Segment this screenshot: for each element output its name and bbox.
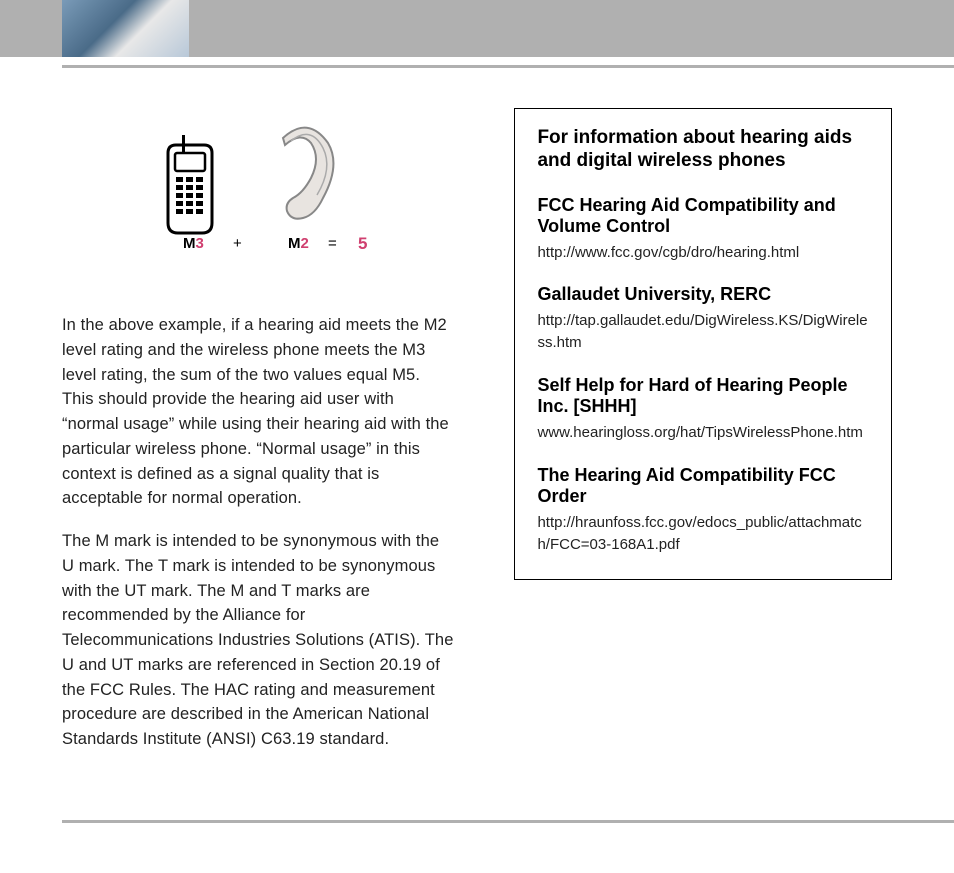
resource-title: Self Help for Hard of Hearing People Inc… (537, 375, 869, 418)
header-thumbnail-image (62, 0, 189, 57)
paragraph-1: In the above example, if a hearing aid m… (62, 313, 454, 511)
resource-url: http://tap.gallaudet.edu/DigWireless.KS/… (537, 310, 869, 355)
phone-rating-prefix: M3 (183, 235, 204, 252)
resource-item: Self Help for Hard of Hearing People Inc… (537, 375, 869, 445)
left-column: M3 + M2 = 5 In the above example, if a h… (62, 108, 454, 770)
paragraph-2: The M mark is intended to be synonymous … (62, 529, 454, 752)
info-box-title: For information about hearing aids and d… (537, 127, 869, 173)
rating-diagram: M3 + M2 = 5 (62, 108, 454, 263)
resource-title: FCC Hearing Aid Compatibility and Volume… (537, 195, 869, 238)
right-column: For information about hearing aids and d… (514, 108, 892, 770)
resource-title: Gallaudet University, RERC (537, 284, 869, 306)
equals-operator: = (328, 235, 337, 252)
resource-url: http://hraunfoss.fcc.gov/edocs_public/at… (537, 512, 869, 557)
aid-rating-prefix: M2 (288, 235, 309, 252)
content-columns: M3 + M2 = 5 In the above example, if a h… (0, 68, 892, 770)
rating-sum-result: 5 (358, 234, 367, 253)
header-bar (0, 0, 954, 57)
resource-url: http://www.fcc.gov/cgb/dro/hearing.html (537, 242, 869, 265)
resource-item: FCC Hearing Aid Compatibility and Volume… (537, 195, 869, 265)
info-box: For information about hearing aids and d… (514, 108, 892, 580)
resource-title: The Hearing Aid Compatibility FCC Order (537, 465, 869, 508)
plus-operator: + (233, 235, 242, 252)
resource-item: The Hearing Aid Compatibility FCC Order … (537, 465, 869, 557)
resource-item: Gallaudet University, RERC http://tap.ga… (537, 284, 869, 355)
footer-space (0, 823, 954, 873)
resource-url: www.hearingloss.org/hat/TipsWirelessPhon… (537, 422, 869, 445)
